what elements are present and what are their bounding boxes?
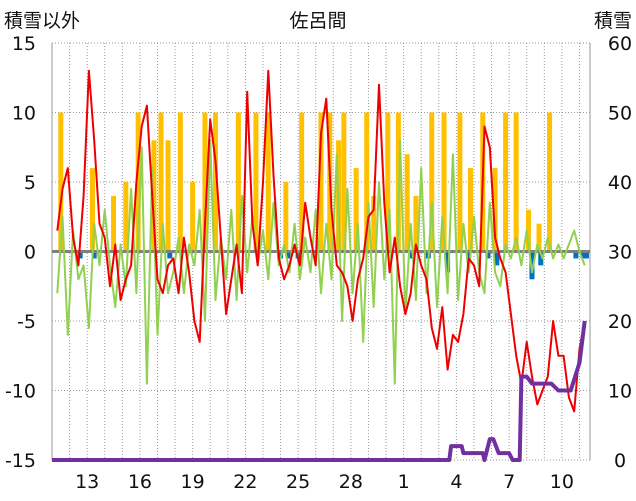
sunshine-bar <box>492 168 498 252</box>
temperature-line <box>56 69 586 413</box>
sunshine-bar <box>190 182 196 252</box>
sunshine-bar <box>318 112 324 252</box>
sunshine-bar <box>265 112 271 252</box>
right-tick-label: 30 <box>608 242 632 264</box>
precipitation-bar <box>580 251 586 259</box>
left-axis-ticks: 15 10 5 0 -5 -10 -15 <box>5 33 36 472</box>
sunshine-bar <box>235 112 241 252</box>
sunshine-bar <box>283 182 289 252</box>
precipitation-bar <box>466 251 472 259</box>
precipitation-bar <box>167 251 173 259</box>
sunshine-bar <box>467 168 473 252</box>
sunshine-bar <box>135 112 141 252</box>
sunshine-bar <box>341 112 347 252</box>
right-tick-label: 40 <box>608 172 632 194</box>
sunshine-bar <box>371 195 377 252</box>
x-tick-label: 19 <box>181 471 205 493</box>
sunshine-bar <box>457 112 463 252</box>
precipitation-bar <box>573 251 579 259</box>
snow-depth-line <box>52 320 587 462</box>
left-tick-label: 15 <box>12 33 36 55</box>
left-tick-label: -10 <box>5 381 36 403</box>
x-tick-label: 25 <box>286 471 310 493</box>
sunshine-bar <box>158 112 164 252</box>
sunshine-bar <box>353 168 359 252</box>
sunshine-bar <box>213 112 219 252</box>
sunshine-bar <box>253 112 259 252</box>
x-tick-label: 22 <box>233 471 257 493</box>
sunshine-bar <box>111 195 117 252</box>
x-tick-label: 16 <box>128 471 152 493</box>
right-axis-ticks: 60 50 40 30 20 10 0 <box>608 33 632 472</box>
sunshine-bar <box>177 112 183 252</box>
sunshine-bar <box>58 112 64 252</box>
x-tick-label: 28 <box>339 471 363 493</box>
wind-line <box>56 139 586 385</box>
precipitation-bar <box>286 251 292 259</box>
grid-lines <box>51 42 591 461</box>
right-tick-label: 10 <box>608 381 632 403</box>
x-tick-label: 4 <box>450 471 462 493</box>
sunshine-bars <box>58 112 553 252</box>
x-tick-label: 7 <box>503 471 515 493</box>
sunshine-bar <box>503 112 509 252</box>
sunshine-bar <box>536 223 542 252</box>
left-tick-label: 5 <box>24 172 36 194</box>
precipitation-bar <box>445 251 451 273</box>
x-tick-label: 13 <box>75 471 99 493</box>
sunshine-bar <box>385 112 391 252</box>
right-axis-label: 積雪 <box>594 10 632 32</box>
precipitation-bar <box>538 251 544 266</box>
sunshine-bar <box>441 112 447 252</box>
sunshine-bar <box>429 112 435 252</box>
sunshine-bar <box>123 182 129 252</box>
x-tick-label: 1 <box>398 471 410 493</box>
left-tick-label: 0 <box>24 242 36 264</box>
x-tick-label: 10 <box>550 471 574 493</box>
right-tick-label: 20 <box>608 311 632 333</box>
sunshine-bar <box>299 112 305 252</box>
sunshine-bar <box>364 112 370 252</box>
left-axis-label: 積雪以外 <box>4 10 80 32</box>
left-tick-label: 10 <box>12 103 36 125</box>
sunshine-bar <box>513 112 519 252</box>
right-tick-label: 60 <box>608 33 632 55</box>
sunshine-bar <box>202 112 208 252</box>
precipitation-bar <box>91 251 97 259</box>
precipitation-bar <box>485 251 491 259</box>
sunshine-bar <box>413 195 419 252</box>
sunshine-bar <box>89 168 95 252</box>
sunshine-bar <box>165 140 171 252</box>
precipitation-bar <box>583 251 589 259</box>
x-axis-ticks: 13 16 19 22 25 28 1 4 7 10 <box>75 471 574 493</box>
chart-title: 佐呂間 <box>289 10 346 32</box>
sunshine-bar <box>525 209 531 252</box>
series-lines <box>52 69 587 462</box>
right-tick-label: 0 <box>614 450 626 472</box>
precipitation-bar <box>494 251 500 266</box>
sunshine-bar <box>404 154 410 252</box>
left-tick-label: -15 <box>5 450 36 472</box>
right-tick-label: 50 <box>608 103 632 125</box>
sunshine-bar <box>547 112 553 252</box>
left-tick-label: -5 <box>17 311 36 333</box>
